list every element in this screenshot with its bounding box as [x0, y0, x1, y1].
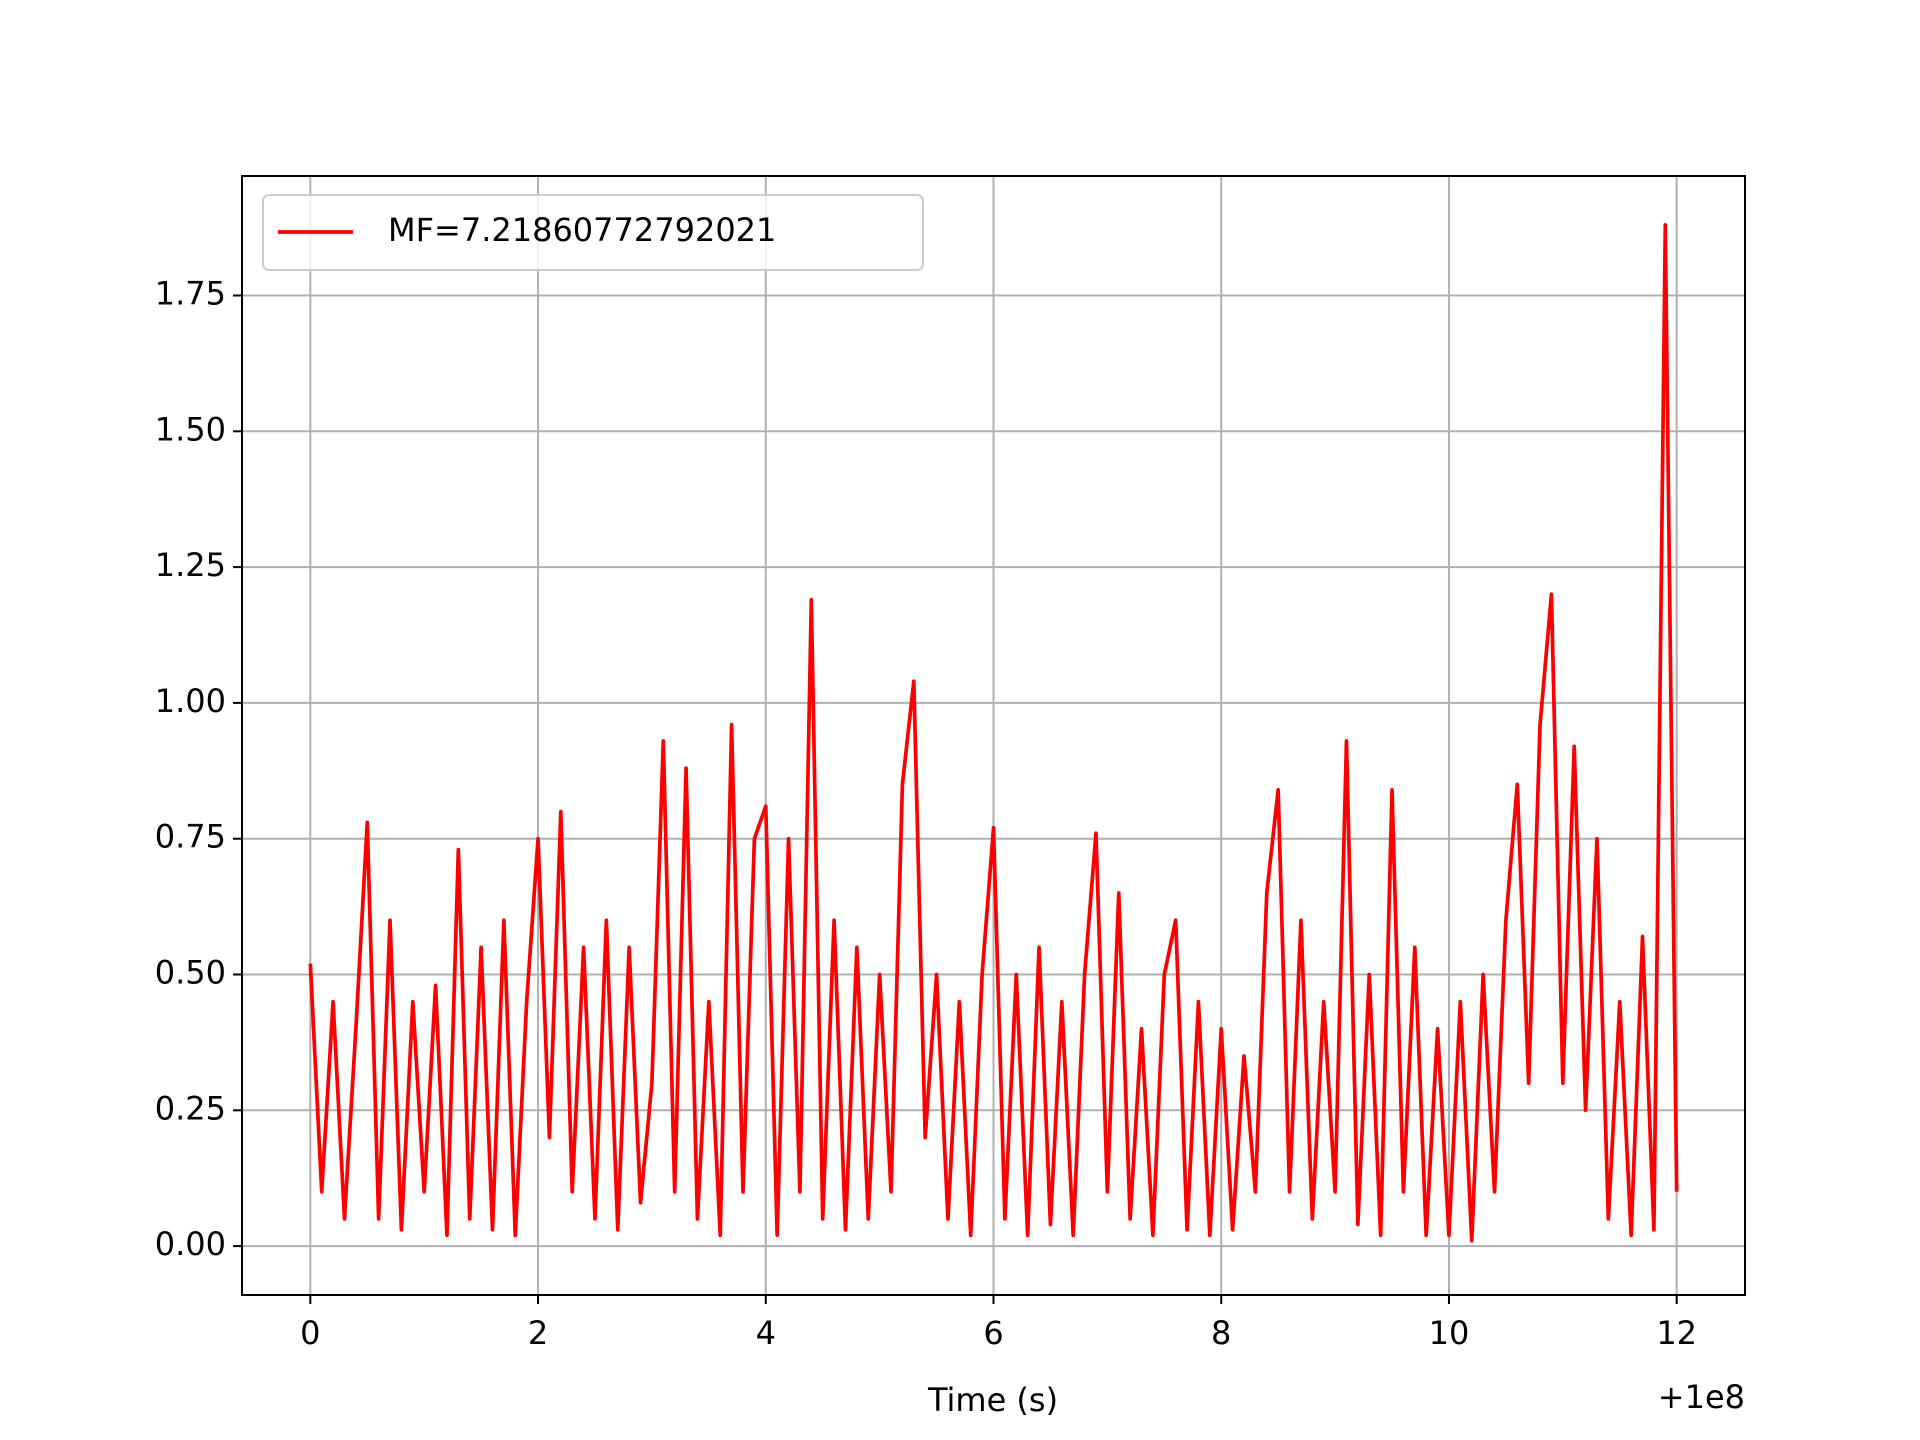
x-tick-label: 6: [983, 1314, 1003, 1352]
y-tick-label: 1.75: [155, 275, 226, 313]
y-tick-label: 1.25: [155, 546, 226, 584]
data-line: [308, 223, 1679, 1243]
y-tick-label: 0.50: [155, 954, 226, 992]
x-tick-label: 12: [1656, 1314, 1697, 1352]
x-tick-label: 2: [528, 1314, 548, 1352]
x-offset-label: +1e8: [1658, 1378, 1745, 1416]
y-tick-label: 0.25: [155, 1089, 226, 1127]
x-tick-label: 4: [756, 1314, 776, 1352]
legend-box: [262, 194, 924, 271]
x-tick-label: 8: [1211, 1314, 1231, 1352]
y-tick-label: 0.75: [155, 818, 226, 856]
x-axis-label: Time (s): [927, 1381, 1058, 1419]
x-tick-label: 10: [1429, 1314, 1470, 1352]
legend-label: MF=7.21860772792021: [388, 211, 776, 249]
x-tick-label: 0: [300, 1314, 320, 1352]
y-tick-label: 1.50: [155, 410, 226, 448]
y-tick-label: 1.00: [155, 682, 226, 720]
plot-frame: [241, 175, 1746, 1296]
y-tick-label: 0.00: [155, 1225, 226, 1263]
